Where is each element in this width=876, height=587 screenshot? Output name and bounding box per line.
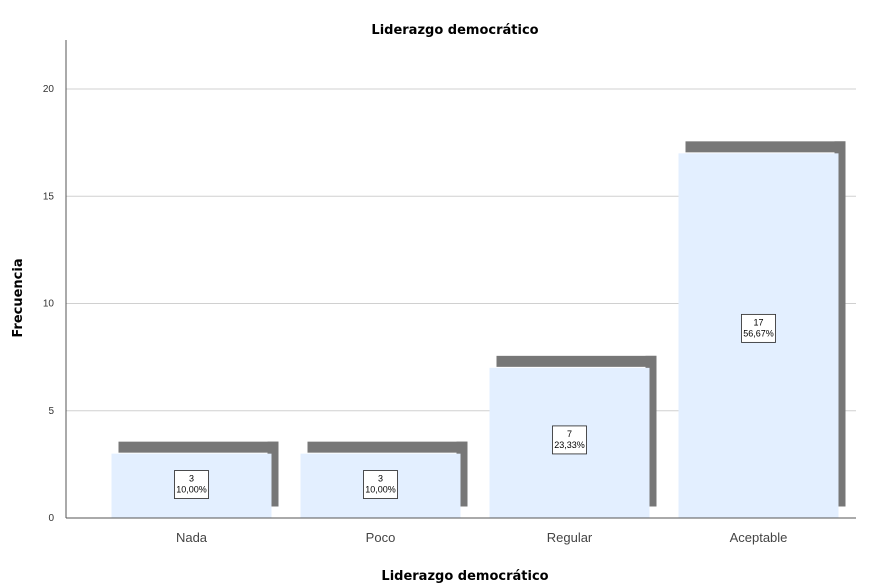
bar-shadow-side (834, 141, 846, 507)
y-tick-label: 5 (48, 406, 54, 417)
data-label-box (363, 470, 398, 499)
x-tick-label: Aceptable (730, 530, 788, 545)
data-label: 310,00% (363, 470, 398, 499)
data-label-count: 3 (378, 474, 383, 484)
data-label-count: 17 (753, 317, 763, 327)
x-tick-label: Poco (366, 530, 396, 545)
bar-shadow-top (496, 355, 657, 367)
x-tick-label: Nada (176, 530, 208, 545)
bar-shadow (307, 441, 468, 507)
data-label-count: 3 (189, 474, 194, 484)
x-axis-title: Liderazgo democrático (381, 569, 548, 584)
data-label-box (552, 425, 587, 455)
data-label-count: 7 (567, 429, 572, 439)
bar-shadow-top (118, 441, 279, 453)
y-tick-label: 20 (43, 84, 55, 95)
data-label: 723,33% (552, 425, 587, 455)
data-label: 310,00% (174, 470, 209, 499)
y-tick-label: 10 (43, 299, 55, 310)
bar-shadow-side (267, 441, 279, 507)
y-tick-label: 15 (43, 191, 55, 202)
data-label-percent: 10,00% (176, 485, 207, 495)
chart-title: Liderazgo democrático (371, 23, 538, 38)
bar-shadow-side (456, 441, 468, 507)
data-label-box (174, 470, 209, 499)
bar-shadow-top (685, 141, 846, 153)
data-label-percent: 56,67% (743, 328, 774, 338)
bar-shadow-side (645, 355, 657, 507)
bar-shadow (496, 355, 657, 507)
data-label-percent: 10,00% (365, 485, 396, 495)
data-label-percent: 23,33% (554, 440, 585, 450)
data-label-box (741, 313, 776, 343)
bar-shadow-top (307, 441, 468, 453)
bar-shadow (685, 141, 846, 507)
x-tick-label: Regular (547, 530, 593, 545)
y-tick-label: 0 (48, 513, 54, 524)
y-axis-title: Frecuencia (11, 258, 26, 337)
x-tick-labels: Nada Poco Regular Aceptable (176, 530, 787, 545)
bar-shadow (118, 441, 279, 507)
y-tick-labels: 0 5 10 15 20 (43, 84, 55, 524)
bars (111, 141, 846, 518)
